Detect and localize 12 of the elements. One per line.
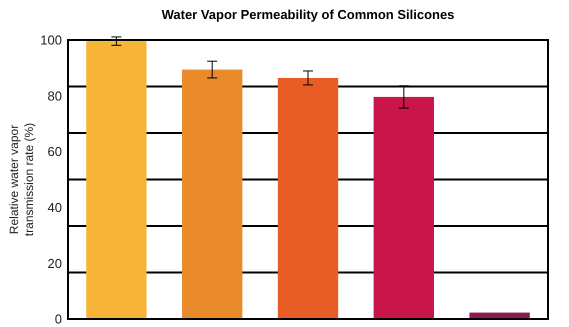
y-tick-label: 0 (54, 312, 62, 327)
bar (86, 41, 147, 319)
y-tick-label: 20 (48, 256, 62, 271)
y-tick-label: 100 (40, 32, 62, 48)
y-axis-title: Relative water vapor transmission rate (%) (7, 122, 36, 236)
bar (182, 70, 242, 319)
y-tick-label: 80 (48, 88, 62, 104)
y-tick-label: 60 (48, 144, 62, 160)
bar (278, 78, 338, 319)
chart-title: Water Vapor Permeability of Common Silicones (162, 7, 454, 22)
bar (374, 96, 434, 319)
y-tick-label: 40 (48, 200, 62, 215)
